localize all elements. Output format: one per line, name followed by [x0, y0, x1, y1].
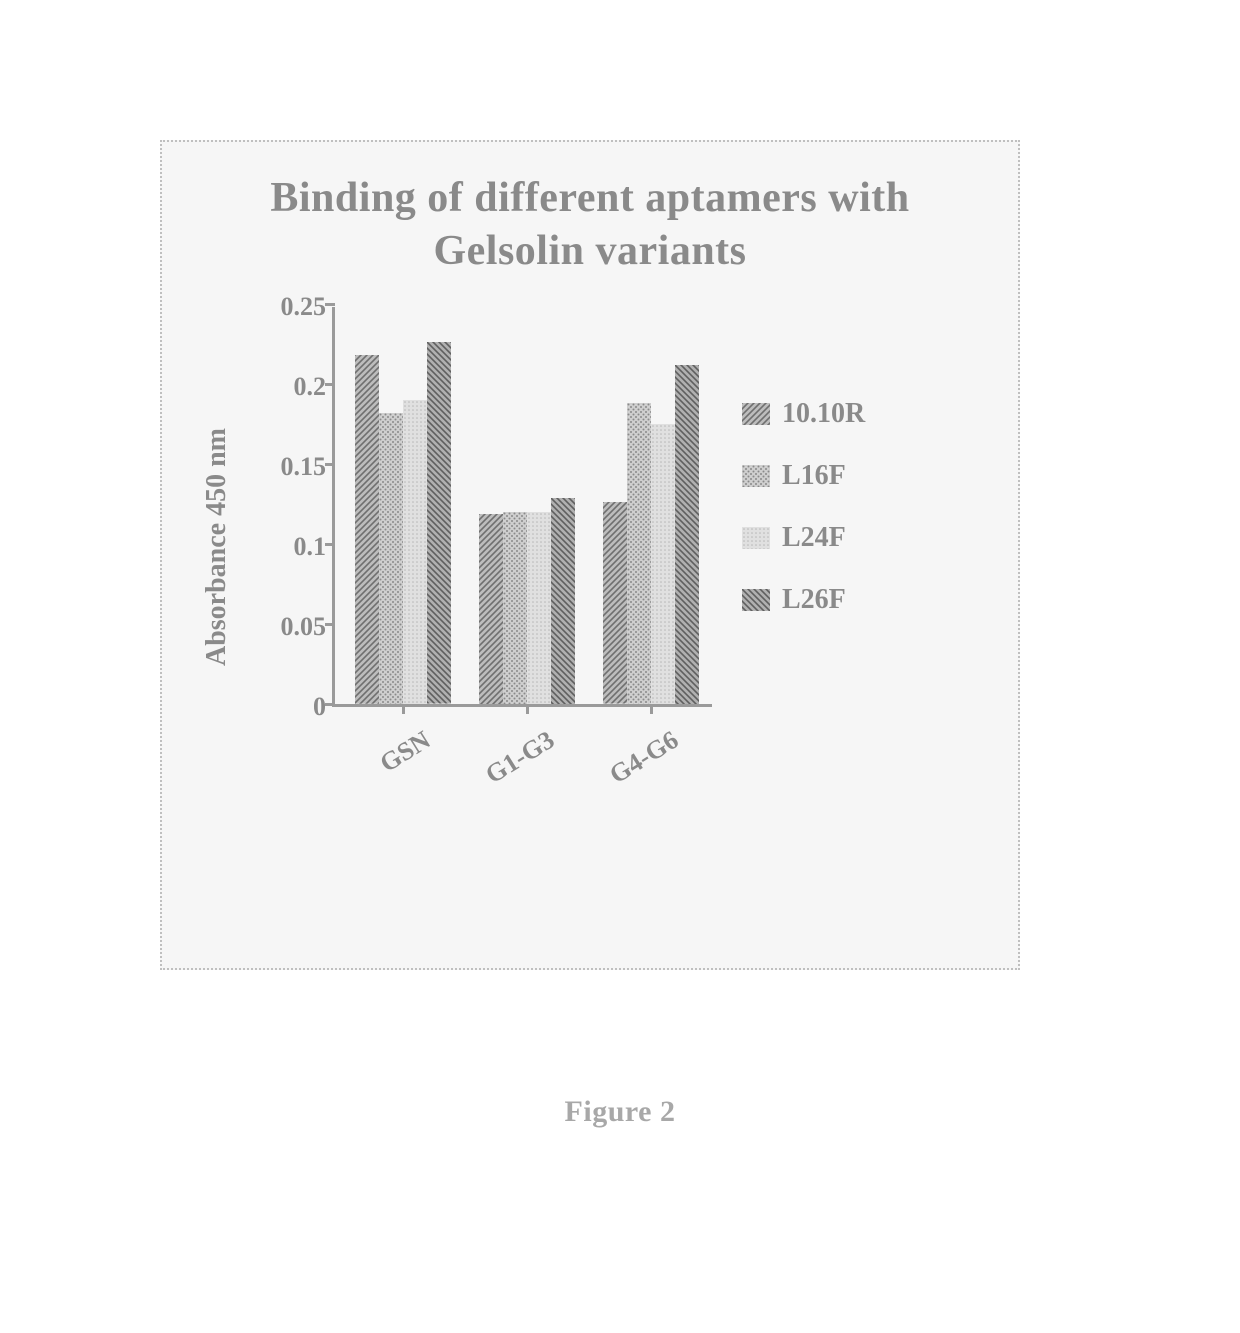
bar [551, 498, 575, 704]
y-tick-label: 0.2 [294, 372, 327, 402]
x-tick-label: GSN [344, 725, 436, 798]
legend-label: L24F [782, 522, 846, 554]
chart-body: Absorbance 450 nm 00.050.10.150.20.25 GS… [192, 307, 988, 787]
y-tick-mark [325, 703, 335, 706]
bar [675, 365, 699, 704]
bar [603, 502, 627, 704]
y-axis-label: Absorbance 450 nm [192, 307, 242, 787]
bar [527, 512, 551, 704]
bar [427, 342, 451, 704]
y-tick-mark [325, 303, 335, 306]
y-tick-label: 0.05 [281, 612, 327, 642]
y-tick-mark [325, 463, 335, 466]
figure-caption-text: Figure 2 [565, 1095, 676, 1128]
bar [627, 403, 651, 704]
y-tick-mark [325, 623, 335, 626]
plot-wrap: GSNG1-G3G4-G6 [332, 307, 712, 787]
bar [479, 514, 503, 704]
legend-item: 10.10R [742, 398, 865, 430]
legend-swatch [742, 465, 770, 487]
y-tick-label: 0 [313, 692, 326, 722]
legend-item: L26F [742, 584, 865, 616]
chart-title: Binding of different aptamers with Gelso… [192, 172, 988, 277]
y-tick-label: 0.25 [281, 292, 327, 322]
y-tick-label: 0.1 [294, 532, 327, 562]
x-tick-label: G1-G3 [468, 725, 560, 798]
legend-swatch [742, 403, 770, 425]
bar [403, 400, 427, 704]
y-tick-label: 0.15 [281, 452, 327, 482]
y-axis-label-text: Absorbance 450 nm [201, 428, 233, 666]
y-tick-mark [325, 383, 335, 386]
bar [355, 355, 379, 704]
bar [503, 512, 527, 704]
x-axis-labels: GSNG1-G3G4-G6 [332, 707, 712, 787]
legend-item: L16F [742, 460, 865, 492]
chart-panel: Binding of different aptamers with Gelso… [160, 140, 1020, 970]
x-tick-label: G4-G6 [592, 725, 684, 798]
figure-caption: Figure 2 [0, 1095, 1240, 1129]
y-tick-mark [325, 543, 335, 546]
legend-label: L26F [782, 584, 846, 616]
legend: 10.10R L16F L24F L26F [742, 307, 865, 707]
bar [379, 413, 403, 704]
legend-label: L16F [782, 460, 846, 492]
legend-item: L24F [742, 522, 865, 554]
legend-swatch [742, 527, 770, 549]
legend-swatch [742, 589, 770, 611]
y-axis-ticks: 00.050.10.150.20.25 [242, 307, 332, 707]
legend-label: 10.10R [782, 398, 865, 430]
bar [651, 424, 675, 704]
plot-area [332, 307, 712, 707]
